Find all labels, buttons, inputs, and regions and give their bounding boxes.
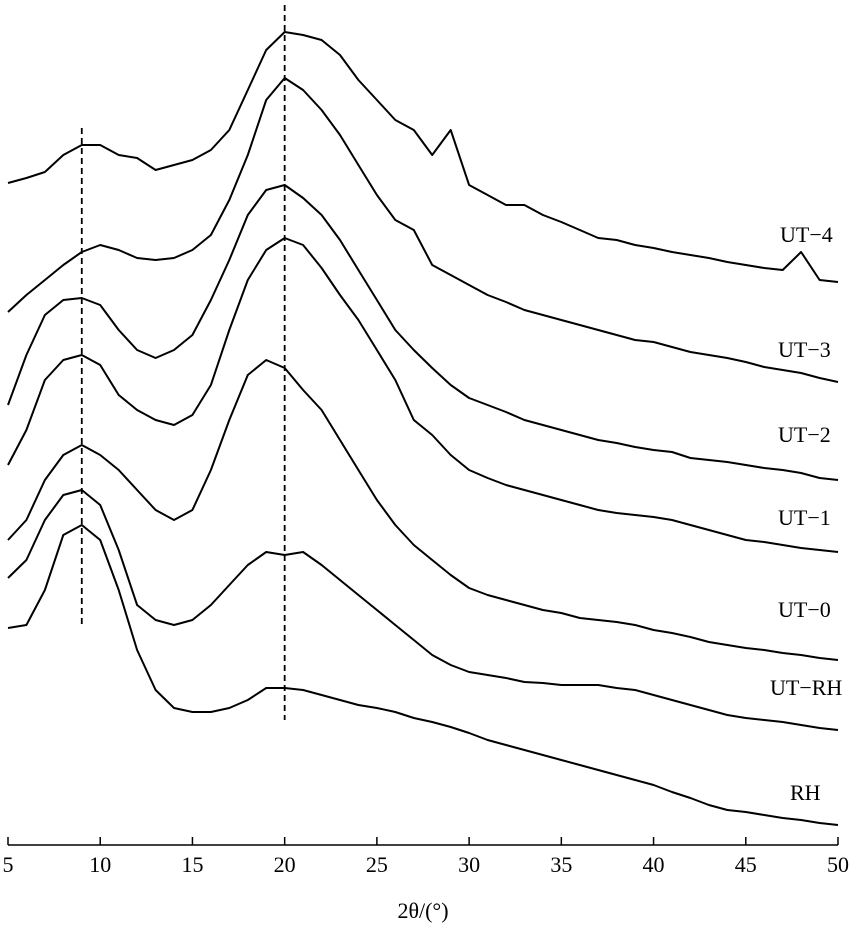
series-line — [7, 184, 839, 481]
x-tick-label: 30 — [458, 852, 480, 877]
x-tick-label: 20 — [274, 852, 296, 877]
x-tick-label: 5 — [3, 852, 14, 877]
series-label: UT−1 — [778, 505, 831, 530]
series-line — [7, 359, 839, 661]
x-tick-label: 15 — [181, 852, 203, 877]
series-line — [7, 489, 839, 731]
series-line — [7, 31, 839, 283]
series-line — [7, 524, 839, 826]
series-label: UT−0 — [778, 597, 831, 622]
x-tick-label: 35 — [550, 852, 572, 877]
x-tick-label: 45 — [735, 852, 757, 877]
x-axis-label: 2θ/(°) — [397, 898, 448, 923]
x-tick-label: 40 — [643, 852, 665, 877]
x-tick-label: 50 — [827, 852, 849, 877]
series-line — [7, 77, 839, 383]
series-label: UT−3 — [778, 337, 831, 362]
series-label: UT−2 — [778, 422, 831, 447]
series-label: UT−RH — [770, 675, 842, 700]
series-label: RH — [790, 780, 821, 805]
series-line — [7, 237, 839, 553]
x-tick-label: 25 — [366, 852, 388, 877]
x-tick-label: 10 — [89, 852, 111, 877]
series-label: UT−4 — [780, 222, 833, 247]
